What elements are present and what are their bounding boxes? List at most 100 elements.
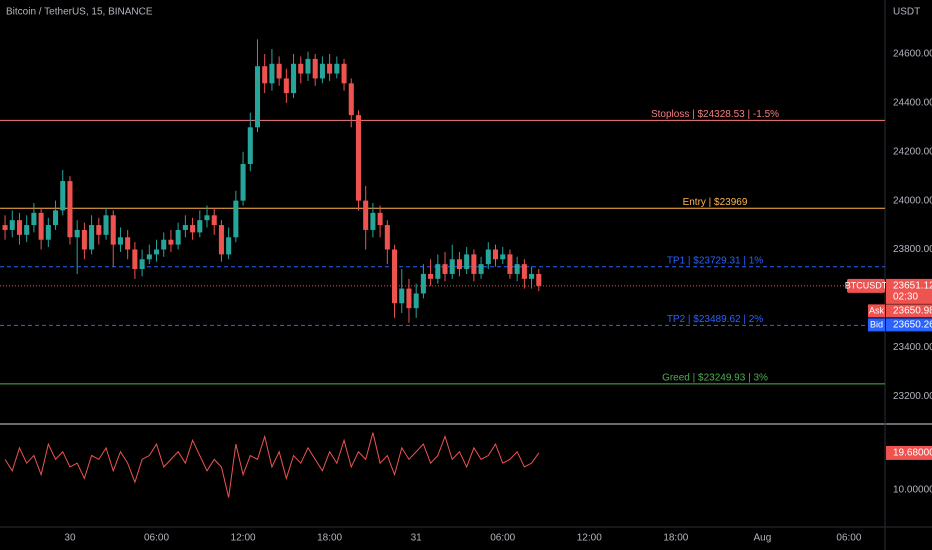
y-tick-label: 23200.00 xyxy=(893,391,932,402)
chart-title: Bitcoin / TetherUS, 15, BINANCE xyxy=(6,7,153,18)
candle-body xyxy=(399,288,405,304)
candle-body xyxy=(305,58,311,74)
candle-body xyxy=(31,212,37,226)
candle-body xyxy=(132,249,138,270)
x-tick-label: 18:00 xyxy=(317,533,342,544)
candle-body xyxy=(262,66,268,84)
x-tick-label: 12:00 xyxy=(231,533,256,544)
candle-body xyxy=(125,237,131,250)
candle-body xyxy=(218,225,224,255)
candle-body xyxy=(341,63,347,84)
price-unit: USDT xyxy=(893,7,920,18)
oscillator-line xyxy=(4,432,540,498)
x-tick-label: 06:00 xyxy=(490,533,515,544)
x-tick-label: 06:00 xyxy=(836,533,861,544)
candle-body xyxy=(435,264,441,279)
y-tick-label: 24600.00 xyxy=(893,49,932,60)
x-tick-label: Aug xyxy=(753,533,771,544)
candle-body xyxy=(161,239,167,250)
ask-box xyxy=(886,304,932,318)
symbol-box xyxy=(847,278,885,293)
x-tick-label: 30 xyxy=(64,533,76,544)
candle-body xyxy=(182,225,188,230)
candle-body xyxy=(175,229,181,245)
candle-body xyxy=(298,63,304,74)
y-tick-label: 24200.00 xyxy=(893,146,932,157)
candle-body xyxy=(139,259,145,270)
candle-body xyxy=(146,254,152,260)
candle-body xyxy=(377,212,383,226)
candle-body xyxy=(103,215,109,235)
y-tick-label: 24400.00 xyxy=(893,98,932,109)
candle-body xyxy=(226,237,232,255)
candle-body xyxy=(89,225,95,250)
candle-body xyxy=(536,273,542,286)
candle-body xyxy=(464,254,470,270)
candle-body xyxy=(240,163,246,201)
candle-body xyxy=(9,220,15,230)
candle-body xyxy=(2,225,8,230)
candle-body xyxy=(500,254,506,260)
candle-body xyxy=(211,215,217,226)
candle-body xyxy=(117,237,123,245)
candle-body xyxy=(269,63,275,84)
candle-body xyxy=(96,225,102,235)
candle-body xyxy=(521,264,527,279)
candle-body xyxy=(247,127,253,164)
candle-body xyxy=(492,249,499,260)
candle-body xyxy=(348,83,354,116)
candle-body xyxy=(471,254,477,274)
x-tick-label: 06:00 xyxy=(144,533,169,544)
candle-body xyxy=(53,210,59,226)
candle-body xyxy=(449,259,455,274)
level-label: Stoploss | $24328.53 | -1.5% xyxy=(651,109,779,120)
candle-body xyxy=(327,63,333,74)
candle-body xyxy=(478,264,484,274)
level-label: Entry | $23969 xyxy=(683,197,748,208)
candle-body xyxy=(514,264,520,274)
candle-body xyxy=(67,181,73,238)
y-tick-label: 24000.00 xyxy=(893,195,932,206)
y-tick-label: 23800.00 xyxy=(893,244,932,255)
candle-body xyxy=(24,225,30,235)
candle-body xyxy=(456,259,462,270)
candle-body xyxy=(81,229,87,250)
ask-tag xyxy=(868,304,885,318)
x-tick-label: 31 xyxy=(411,533,423,544)
candle-body xyxy=(74,229,80,238)
last-price-box xyxy=(886,278,932,304)
candle-body xyxy=(529,273,535,279)
x-tick-label: 18:00 xyxy=(663,533,688,544)
candle-body xyxy=(312,58,318,79)
candle-body xyxy=(45,225,51,240)
candle-body xyxy=(204,215,210,221)
candle-body xyxy=(153,249,160,255)
candle-body xyxy=(283,78,289,94)
candle-body xyxy=(420,273,426,294)
level-label: Greed | $23249.93 | 3% xyxy=(662,373,768,384)
candle-body xyxy=(363,200,369,230)
bid-value: 23650.26 xyxy=(893,320,932,331)
y-tick-label: 23400.00 xyxy=(893,342,932,353)
y2-tick-label: 10.000000 xyxy=(893,485,932,496)
candle-body xyxy=(355,115,361,201)
candle-body xyxy=(291,63,297,94)
candle-body xyxy=(334,63,340,74)
bid-box xyxy=(886,318,932,332)
bid-label: Bid xyxy=(870,319,883,329)
candle-body xyxy=(428,273,434,279)
candle-body xyxy=(507,254,513,274)
candle-body xyxy=(16,220,22,235)
candle-body xyxy=(254,66,261,128)
candle-body xyxy=(168,239,174,245)
level-label: TP1 | $23729.31 | 1% xyxy=(667,255,763,266)
x-tick-label: 12:00 xyxy=(577,533,602,544)
candle-body xyxy=(190,225,196,233)
candle-body xyxy=(110,215,116,245)
candle-body xyxy=(319,63,325,79)
bid-tag xyxy=(868,318,885,332)
candle-body xyxy=(485,249,491,265)
candle-body xyxy=(197,220,203,233)
